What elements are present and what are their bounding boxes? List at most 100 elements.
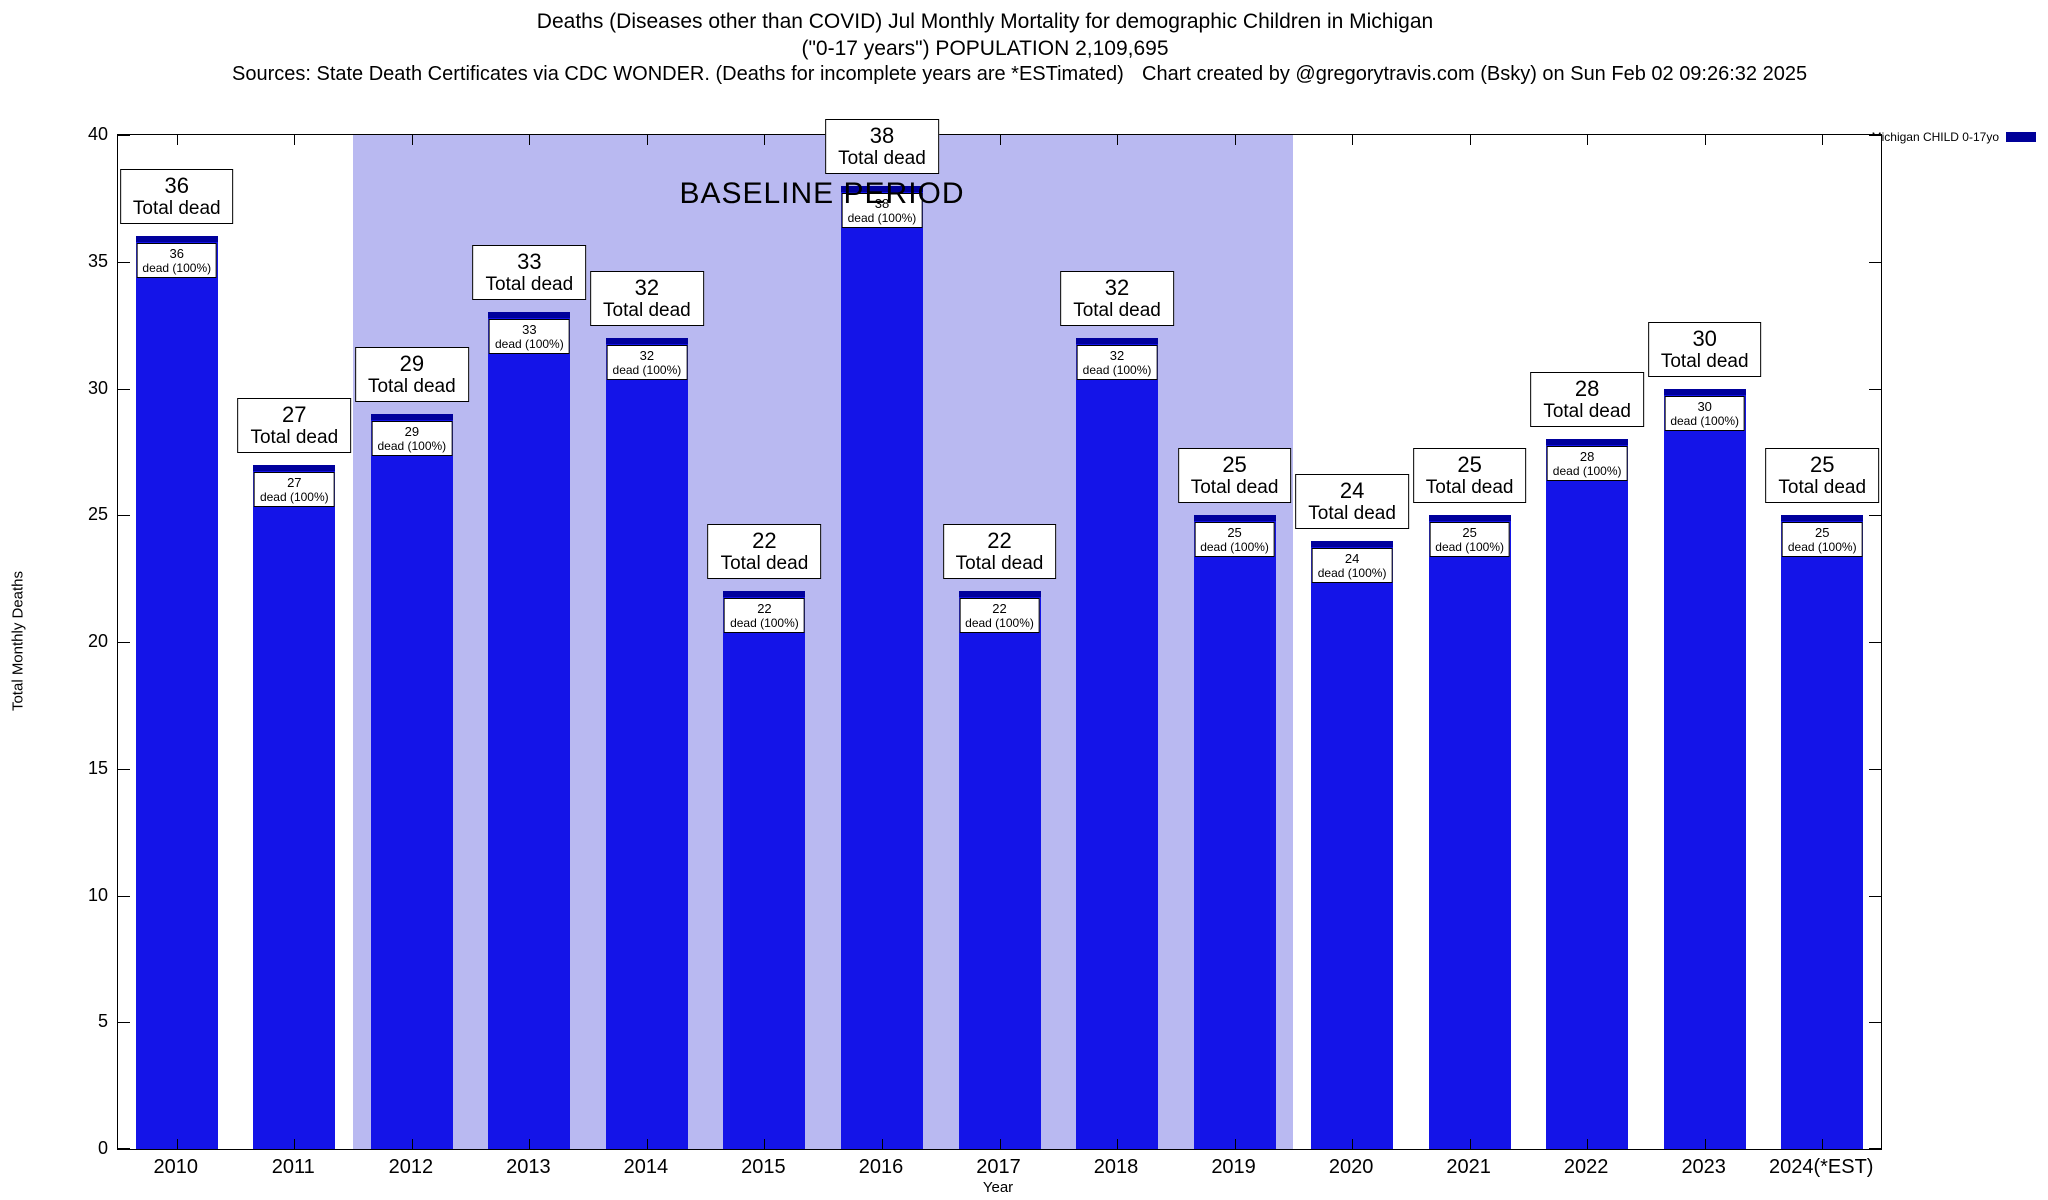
x-tick-mark (999, 1139, 1001, 1149)
dead-percent-label: 27 dead (100%) (253, 471, 335, 507)
x-tick-mark (176, 135, 178, 145)
dead-percent-text: dead (100%) (965, 616, 1034, 631)
sources-note: Sources: State Death Certificates via CD… (232, 63, 1124, 85)
x-tick-mark (1117, 135, 1119, 145)
legend-swatch (2006, 132, 2036, 142)
x-tick-mark (1352, 135, 1354, 145)
x-tick-mark (1352, 1139, 1354, 1149)
x-tick-mark (764, 1139, 766, 1149)
total-dead-value: 38 (869, 122, 895, 148)
dead-percent-text: dead (100%) (1552, 464, 1622, 479)
total-dead-label: 30 Total dead (1647, 321, 1762, 377)
dead-percent-label: 28 dead (100%) (1546, 446, 1628, 482)
y-axis-tick-label: 5 (97, 1011, 108, 1032)
total-dead-text: Total dead (955, 553, 1044, 575)
x-tick-mark (411, 1139, 413, 1149)
x-tick-mark (294, 135, 296, 145)
dead-percent-value: 22 (757, 601, 772, 617)
x-axis-category-label: 2011 (271, 1156, 315, 1178)
x-tick-mark (176, 1139, 178, 1149)
y-tick-mark (118, 768, 130, 770)
y-tick-mark (118, 895, 130, 897)
dead-percent-text: dead (100%) (1435, 540, 1504, 555)
credit-note: Chart created by @gregorytravis.com (Bsk… (1142, 63, 1808, 85)
x-tick-mark (1469, 1139, 1471, 1149)
x-axis-category-label: 2024(*EST) (1768, 1156, 1874, 1178)
total-dead-value: 30 (1692, 325, 1717, 351)
x-axis-category-label: 2013 (506, 1156, 551, 1178)
bar-2015 (723, 591, 806, 1149)
dead-percent-value: 36 (169, 246, 184, 262)
y-axis-tick-label: 10 (87, 884, 108, 905)
bar-2012 (370, 413, 453, 1149)
dead-percent-value: 27 (287, 474, 302, 490)
dead-percent-text: dead (100%) (142, 261, 212, 276)
total-dead-label: 38 Total dead (825, 118, 939, 174)
dead-percent-text: dead (100%) (1317, 565, 1387, 580)
total-dead-value: 29 (399, 350, 425, 376)
dead-percent-value: 28 (1579, 449, 1595, 465)
x-axis-category-label: 2020 (1328, 1156, 1374, 1178)
total-dead-label: 33 Total dead (472, 245, 587, 301)
x-axis-category-label: 2021 (1446, 1156, 1491, 1178)
x-tick-mark (529, 135, 531, 145)
total-dead-value: 28 (1574, 376, 1600, 402)
y-tick-mark (1869, 1148, 1881, 1149)
bar-2024(*EST) (1781, 515, 1864, 1149)
dead-percent-label: 22 dead (100%) (724, 598, 805, 634)
bar-2011 (253, 464, 336, 1149)
dead-percent-label: 32 dead (100%) (606, 344, 688, 380)
bar-2014 (605, 337, 688, 1149)
dead-percent-value: 22 (992, 601, 1007, 617)
y-tick-mark (118, 1022, 130, 1024)
dead-percent-value: 29 (404, 423, 420, 439)
dead-percent-value: 32 (1109, 347, 1125, 363)
bar-2023 (1663, 388, 1746, 1149)
bar-2019 (1193, 515, 1276, 1149)
x-axis-category-label: 2010 (153, 1156, 199, 1178)
total-dead-text: Total dead (1073, 299, 1161, 321)
y-tick-mark (118, 642, 130, 643)
dead-percent-text: dead (100%) (730, 616, 799, 631)
total-dead-value: 25 (1809, 452, 1835, 478)
plot-area: BASELINE PERIOD 0 5 10 15 20 25 30 35 40 36 Total … (88, 118, 1882, 1158)
bar-2022 (1546, 439, 1629, 1149)
total-dead-label: 25 Total dead (1412, 448, 1527, 504)
bar-2017 (958, 591, 1041, 1149)
dead-percent-value: 24 (1344, 550, 1360, 566)
y-axis-tick-label: 0 (97, 1138, 108, 1158)
x-tick-mark (1704, 1139, 1706, 1149)
total-dead-label: 36 Total dead (119, 169, 234, 225)
bar-2010 (135, 236, 218, 1149)
dead-percent-label: 25 dead (100%) (1429, 522, 1510, 558)
x-axis-category-label: 2018 (1093, 1156, 1139, 1178)
total-dead-value: 36 (164, 173, 189, 199)
legend: Michigan CHILD 0-17yo (1872, 130, 2036, 144)
y-axis-tick-label: 15 (87, 757, 108, 778)
total-dead-label: 29 Total dead (354, 346, 469, 402)
x-tick-mark (1469, 135, 1471, 145)
y-tick-mark (118, 515, 130, 517)
total-dead-value: 32 (1104, 274, 1130, 300)
dead-percent-label: 29 dead (100%) (371, 420, 453, 456)
total-dead-text: Total dead (1543, 401, 1631, 423)
dead-percent-text: dead (100%) (1200, 540, 1269, 555)
x-axis-category-label: 2016 (858, 1156, 904, 1178)
total-dead-text: Total dead (603, 299, 691, 321)
x-axis-category-label: 2017 (976, 1156, 1021, 1178)
bar-2018 (1076, 337, 1159, 1149)
total-dead-value: 32 (634, 274, 660, 300)
bar-2020 (1311, 540, 1394, 1149)
y-tick-mark (118, 1148, 130, 1149)
y-axis-tick-label: 25 (87, 504, 108, 525)
x-tick-mark (1587, 135, 1589, 145)
total-dead-value: 22 (987, 528, 1012, 554)
total-dead-value: 27 (282, 401, 307, 427)
x-axis-title: Year (982, 1179, 1014, 1196)
total-dead-text: Total dead (1308, 502, 1396, 524)
x-tick-mark (999, 135, 1001, 145)
total-dead-text: Total dead (1190, 477, 1279, 499)
x-tick-mark (1704, 135, 1706, 145)
total-dead-label: 32 Total dead (590, 270, 704, 326)
